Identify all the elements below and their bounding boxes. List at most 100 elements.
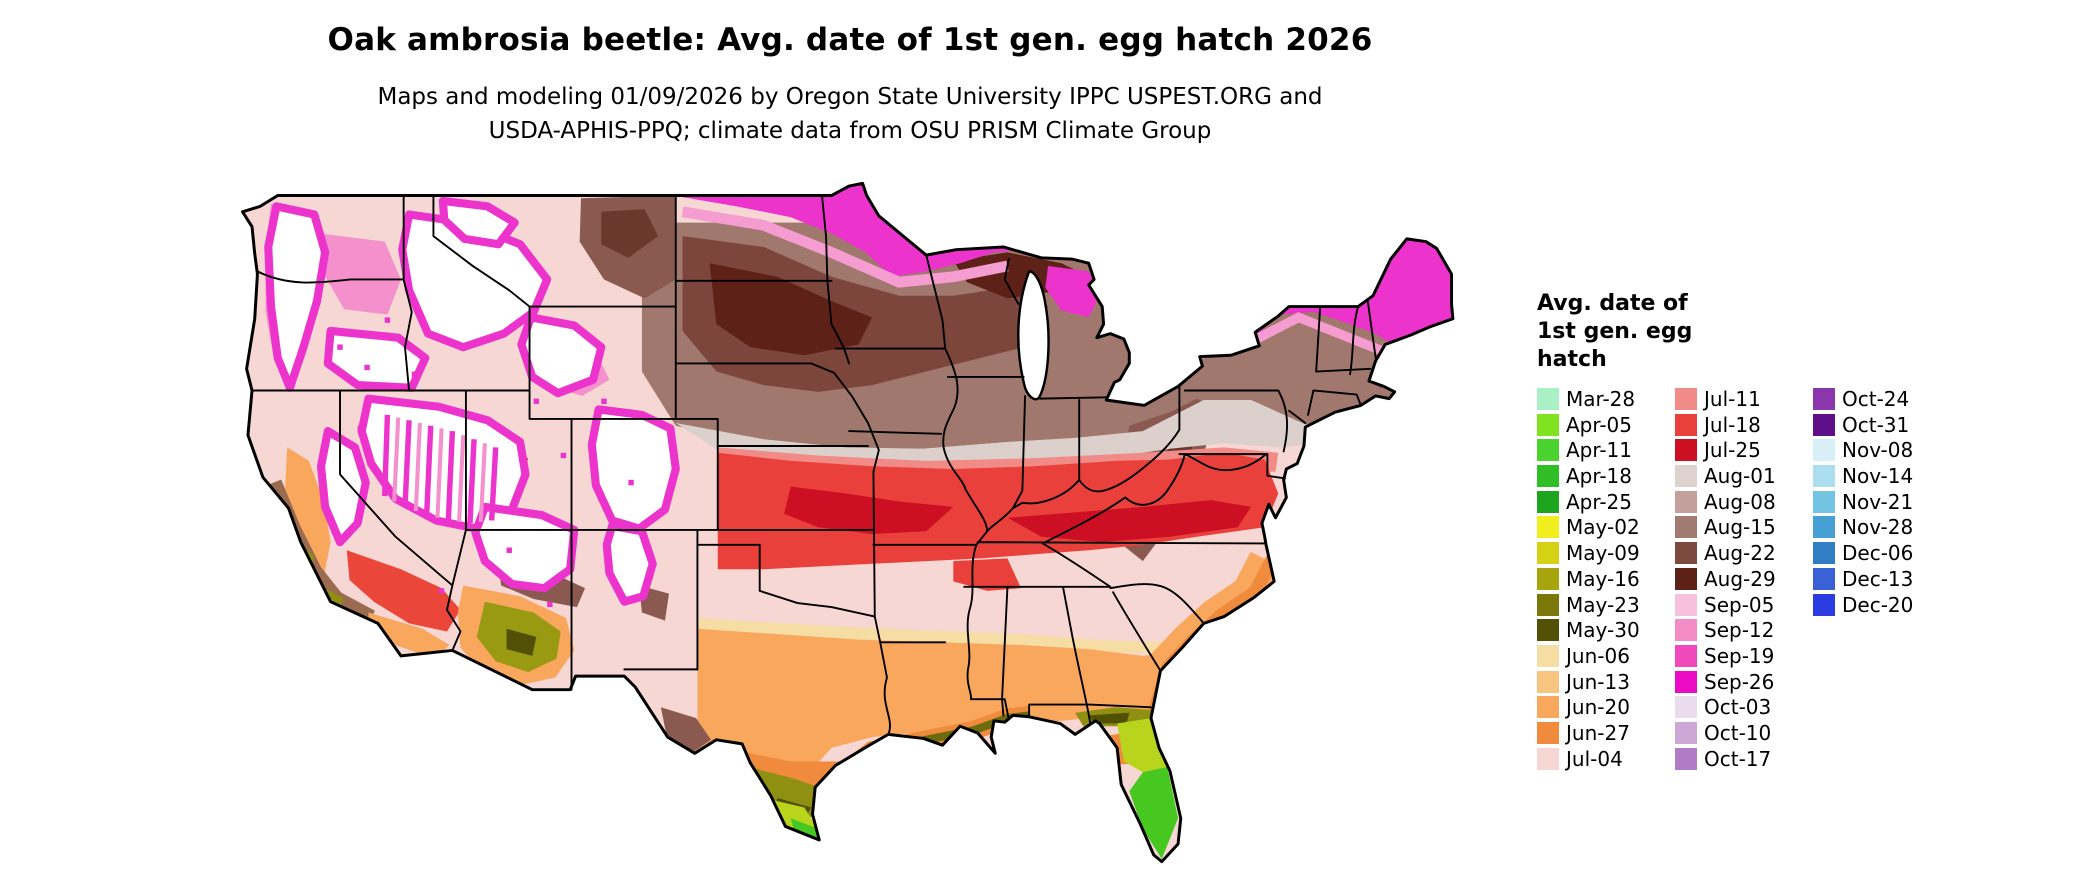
legend-label: Nov-14 <box>1842 464 1914 489</box>
legend-swatch <box>1537 490 1559 513</box>
legend-swatch <box>1813 465 1835 488</box>
legend-swatch <box>1537 465 1559 488</box>
legend-label: Apr-11 <box>1566 438 1632 463</box>
legend-swatch <box>1675 516 1697 539</box>
page-title: Oak ambrosia beetle: Avg. date of 1st ge… <box>327 22 1373 58</box>
state-borders <box>251 194 1377 736</box>
legend-swatch <box>1675 670 1697 693</box>
legend-item: Oct-24 <box>1813 387 1935 411</box>
lake-michigan <box>1017 270 1050 401</box>
legend-label: Oct-31 <box>1842 412 1910 437</box>
legend-swatch <box>1537 696 1559 719</box>
legend-item: Dec-20 <box>1813 592 1935 617</box>
legend-item: Sep-26 <box>1675 669 1797 694</box>
legend-label: May-02 <box>1566 515 1640 540</box>
legend-title-line-2: 1st gen. egg <box>1537 319 1693 344</box>
legend-label: Jun-20 <box>1566 695 1630 720</box>
legend-label: Dec-20 <box>1842 592 1914 617</box>
legend-swatch <box>1675 747 1697 770</box>
subtitle-line-2: USDA-APHIS-PPQ; climate data from OSU PR… <box>488 118 1212 144</box>
legend-swatch <box>1537 593 1559 616</box>
legend-swatch <box>1537 747 1559 770</box>
legend-item: May-30 <box>1537 618 1659 642</box>
legend-label: Aug-15 <box>1704 515 1776 540</box>
legend-swatch <box>1675 721 1697 744</box>
legend-label: Sep-26 <box>1704 669 1775 694</box>
legend-item: Aug-29 <box>1675 566 1797 591</box>
legend-label: Jul-18 <box>1704 412 1761 437</box>
legend-swatch <box>1813 413 1835 436</box>
legend-label: Dec-13 <box>1842 566 1914 591</box>
legend-swatch <box>1537 567 1559 590</box>
legend-item: May-09 <box>1537 541 1659 566</box>
legend-label: Jul-11 <box>1704 387 1761 411</box>
legend-label: Aug-01 <box>1704 464 1776 489</box>
legend-swatch <box>1537 413 1559 436</box>
legend-item: Jul-25 <box>1675 438 1797 462</box>
legend-swatch <box>1675 593 1697 616</box>
legend-item: Nov-14 <box>1813 464 1935 489</box>
legend-swatch <box>1675 567 1697 590</box>
legend-column: Oct-24 Oct-31 Nov-08 Nov-14 Nov-21 Nov-28 Dec-… <box>1813 387 1935 773</box>
legend-item: Aug-15 <box>1675 515 1797 540</box>
legend-item: Apr-25 <box>1537 489 1659 514</box>
legend-swatch <box>1813 490 1835 513</box>
legend-item: Jun-13 <box>1537 670 1659 694</box>
legend-label: Sep-05 <box>1704 592 1775 617</box>
legend-swatch <box>1537 619 1559 642</box>
legend-swatch <box>1675 413 1697 436</box>
legend-item: Mar-28 <box>1537 387 1659 411</box>
legend-label: May-23 <box>1566 592 1640 617</box>
legend-swatch <box>1537 670 1559 693</box>
legend-item: Oct-31 <box>1813 412 1935 437</box>
legend-item: Sep-05 <box>1675 592 1797 617</box>
legend-label: Oct-24 <box>1842 387 1910 411</box>
legend-swatch <box>1813 388 1835 410</box>
legend-item: Oct-17 <box>1675 747 1797 771</box>
legend-label: Aug-29 <box>1704 566 1776 591</box>
legend-label: Mar-28 <box>1566 387 1636 411</box>
legend-swatch <box>1675 388 1697 410</box>
legend-column: Jul-11 Jul-18 Jul-25 Aug-01 Aug-08 Aug-15 Aug-… <box>1675 387 1797 773</box>
legend-swatch <box>1675 465 1697 488</box>
legend-column: Mar-28 Apr-05 Apr-11 Apr-18 Apr-25 May-02 May-… <box>1537 387 1659 773</box>
legend-label: Jun-06 <box>1566 643 1630 668</box>
legend-swatch <box>1675 644 1697 667</box>
legend-item: Aug-08 <box>1675 489 1797 514</box>
legend-swatch <box>1813 542 1835 565</box>
legend-swatch <box>1675 619 1697 642</box>
legend-label: Aug-22 <box>1704 541 1776 566</box>
legend-label: Oct-10 <box>1704 720 1772 745</box>
legend-title-line-3: hatch <box>1537 347 1607 372</box>
legend-label: May-09 <box>1566 541 1640 566</box>
legend-item: Jun-20 <box>1537 695 1659 720</box>
legend-swatch <box>1813 567 1835 590</box>
legend-item: Oct-10 <box>1675 720 1797 745</box>
legend-item: May-02 <box>1537 515 1659 540</box>
legend-item: Nov-21 <box>1813 490 1935 514</box>
legend-swatch <box>1537 516 1559 539</box>
legend-item: Aug-01 <box>1675 464 1797 489</box>
legend-item: Apr-05 <box>1537 413 1659 437</box>
legend-item: May-23 <box>1537 592 1659 617</box>
legend-label: Apr-18 <box>1566 464 1632 489</box>
legend-swatch <box>1813 439 1835 462</box>
legend-columns: Mar-28 Apr-05 Apr-11 Apr-18 Apr-25 May-02 May-… <box>1537 387 1977 773</box>
legend-swatch <box>1813 516 1835 539</box>
legend-label: Aug-08 <box>1704 489 1776 514</box>
legend-item: Jul-11 <box>1675 387 1797 411</box>
legend-swatch <box>1813 593 1835 616</box>
legend-item: Apr-18 <box>1537 464 1659 489</box>
legend-title-line-1: Avg. date of <box>1537 291 1688 316</box>
legend-item: Jun-06 <box>1537 643 1659 668</box>
us-model-map <box>195 182 1495 886</box>
subtitle-line-1: Maps and modeling 01/09/2026 by Oregon S… <box>377 84 1323 110</box>
page-subtitle: Maps and modeling 01/09/2026 by Oregon S… <box>150 80 1550 148</box>
legend-label: Nov-28 <box>1842 515 1914 540</box>
legend-swatch <box>1675 542 1697 565</box>
legend-item: Nov-08 <box>1813 438 1935 462</box>
legend-label: May-16 <box>1566 566 1640 591</box>
legend-item: Sep-19 <box>1675 644 1797 668</box>
legend-label: Apr-25 <box>1566 489 1632 514</box>
